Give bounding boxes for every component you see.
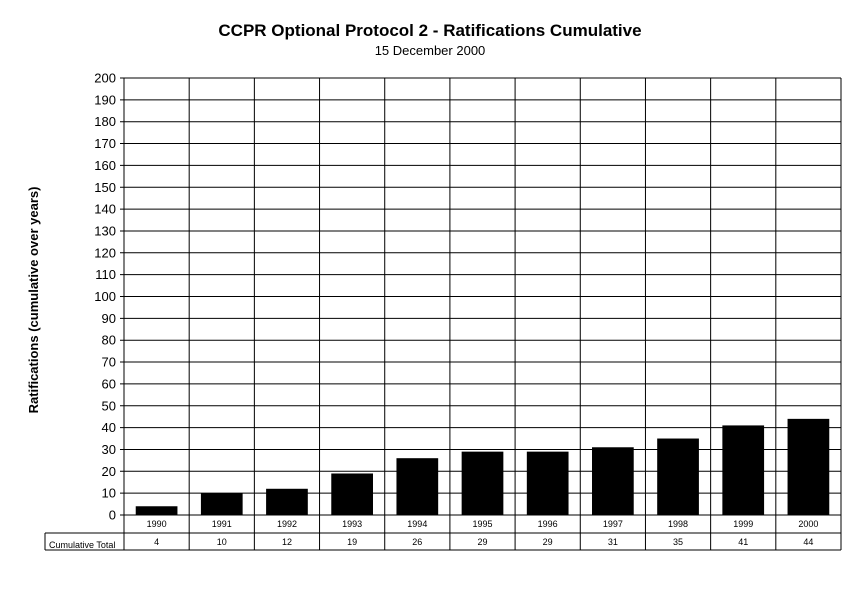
y-tick-label: 20 <box>102 464 116 479</box>
table-value: 4 <box>154 537 159 547</box>
table-value: 44 <box>803 537 813 547</box>
x-tick-label: 1990 <box>147 519 167 529</box>
table-row-label: Cumulative Total <box>49 540 115 550</box>
table-value: 31 <box>608 537 618 547</box>
y-tick-label: 40 <box>102 420 116 435</box>
x-tick-label: 1995 <box>472 519 492 529</box>
y-tick-label: 190 <box>94 92 116 107</box>
y-tick-label: 160 <box>94 158 116 173</box>
y-tick-label: 120 <box>94 245 116 260</box>
bar <box>200 493 243 515</box>
table-value: 29 <box>543 537 553 547</box>
y-tick-label: 110 <box>95 267 116 282</box>
bar <box>266 488 308 515</box>
chart-title: CCPR Optional Protocol 2 - Ratifications… <box>218 21 642 40</box>
bar <box>526 451 569 515</box>
bar <box>657 438 699 515</box>
bar <box>722 425 765 515</box>
x-tick-label: 1994 <box>407 519 427 529</box>
y-tick-label: 200 <box>94 71 116 86</box>
x-tick-label: 1998 <box>668 519 688 529</box>
x-tick-label: 1992 <box>277 519 297 529</box>
y-tick-label: 140 <box>94 202 116 217</box>
bar <box>135 506 178 515</box>
bar <box>592 447 634 515</box>
y-tick-label: 100 <box>94 289 116 304</box>
table-value: 10 <box>217 537 227 547</box>
y-tick-label: 60 <box>102 376 116 391</box>
bar <box>461 451 504 515</box>
y-tick-label: 80 <box>102 333 116 348</box>
bar <box>787 418 830 515</box>
x-tick-label: 1999 <box>733 519 753 529</box>
y-tick-label: 0 <box>109 508 116 523</box>
chart-subtitle: 15 December 2000 <box>374 43 486 58</box>
y-axis-label: Ratifications (cumulative over years) <box>26 187 41 414</box>
y-tick-label: 150 <box>94 180 116 195</box>
table-value: 29 <box>477 537 487 547</box>
y-tick-label: 30 <box>102 442 116 457</box>
table-value: 12 <box>282 537 292 547</box>
y-tick-label: 50 <box>102 398 116 413</box>
x-tick-label: 2000 <box>798 519 818 529</box>
y-tick-label: 10 <box>102 486 116 501</box>
bar <box>396 458 439 515</box>
x-tick-label: 1993 <box>342 519 362 529</box>
table-value: 26 <box>412 537 422 547</box>
bar <box>331 473 373 515</box>
y-tick-label: 90 <box>102 311 116 326</box>
y-tick-label: 180 <box>94 114 116 129</box>
y-tick-label: 170 <box>94 136 116 151</box>
table-value: 19 <box>347 537 357 547</box>
x-tick-label: 1997 <box>603 519 623 529</box>
table-value: 35 <box>673 537 683 547</box>
y-tick-label: 130 <box>94 223 116 238</box>
table-value: 41 <box>738 537 748 547</box>
x-tick-label: 1996 <box>538 519 558 529</box>
x-tick-label: 1991 <box>212 519 232 529</box>
y-tick-label: 70 <box>102 355 116 370</box>
